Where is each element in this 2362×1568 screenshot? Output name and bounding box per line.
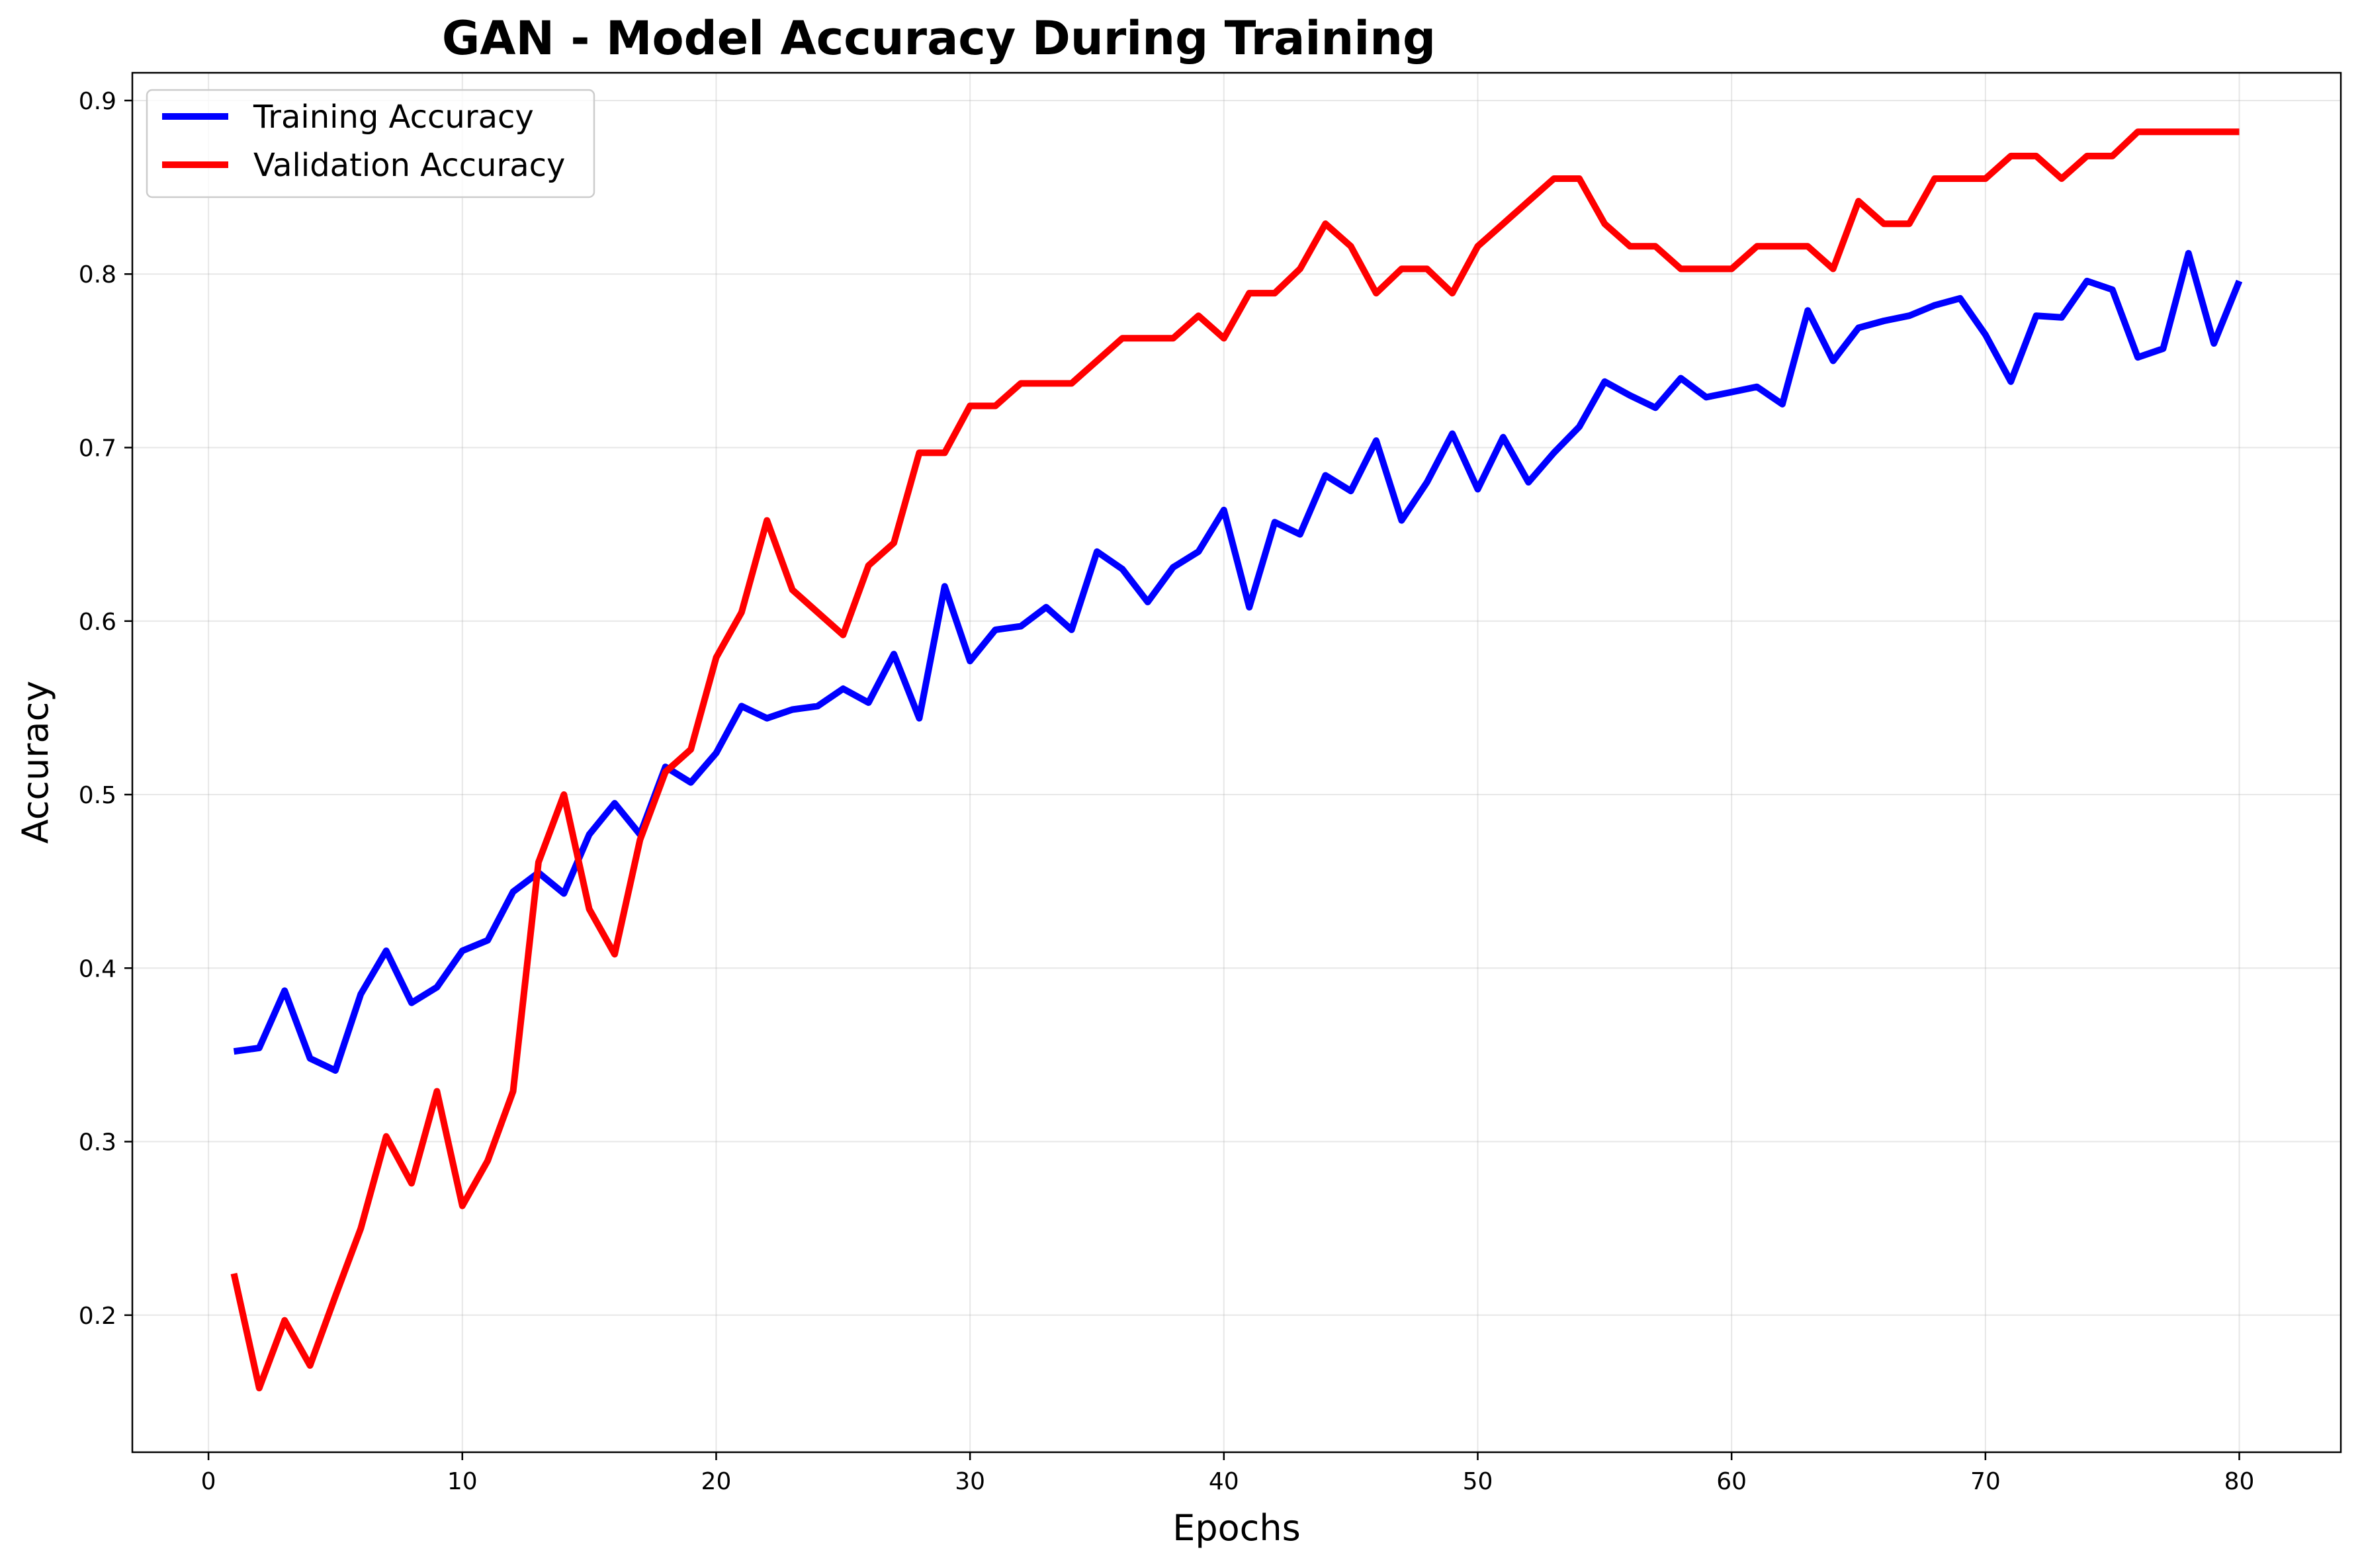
x-tick-label: 10	[447, 1468, 478, 1495]
series-layer	[230, 128, 2243, 1391]
y-tick-label: 0.6	[79, 609, 116, 636]
y-tick-label: 0.4	[79, 955, 116, 982]
legend-box	[146, 89, 595, 198]
series-line-validation-accuracy	[230, 128, 2240, 1391]
chart-title: GAN - Model Accuracy During Training	[442, 11, 1436, 65]
legend-label: Validation Accuracy	[253, 147, 565, 184]
x-tick-label: 40	[1209, 1468, 1239, 1495]
ticks: 0 10 20 30 40 50 60 70 80 0.2 0.3 0.4 0.5 0.6 0.7 0.8 0.…	[79, 88, 2255, 1495]
y-tick-label: 0.8	[79, 261, 116, 288]
y-tick-label: 0.3	[79, 1129, 116, 1156]
x-tick-label: 20	[701, 1468, 732, 1495]
x-tick-label: 60	[1716, 1468, 1747, 1495]
y-tick-label: 0.7	[79, 435, 116, 462]
x-tick-label: 30	[955, 1468, 985, 1495]
x-tick-label: 80	[2224, 1468, 2255, 1495]
series-line-training-accuracy	[233, 249, 2243, 1074]
y-tick-label: 0.2	[79, 1303, 116, 1330]
x-tick-label: 0	[201, 1468, 216, 1495]
grid	[132, 73, 2341, 1452]
x-axis-label: Epochs	[1172, 1507, 1300, 1549]
legend-label: Training Accuracy	[253, 99, 534, 136]
y-axis-label: Accuracy	[15, 681, 56, 844]
plot-frame	[131, 71, 2342, 1454]
x-tick-label: 50	[1463, 1468, 1493, 1495]
y-tick-label: 0.5	[79, 782, 116, 809]
legend: Training Accuracy Validation Accuracy	[146, 89, 595, 198]
y-tick-label: 0.9	[79, 88, 116, 115]
x-tick-label: 70	[1970, 1468, 2001, 1495]
